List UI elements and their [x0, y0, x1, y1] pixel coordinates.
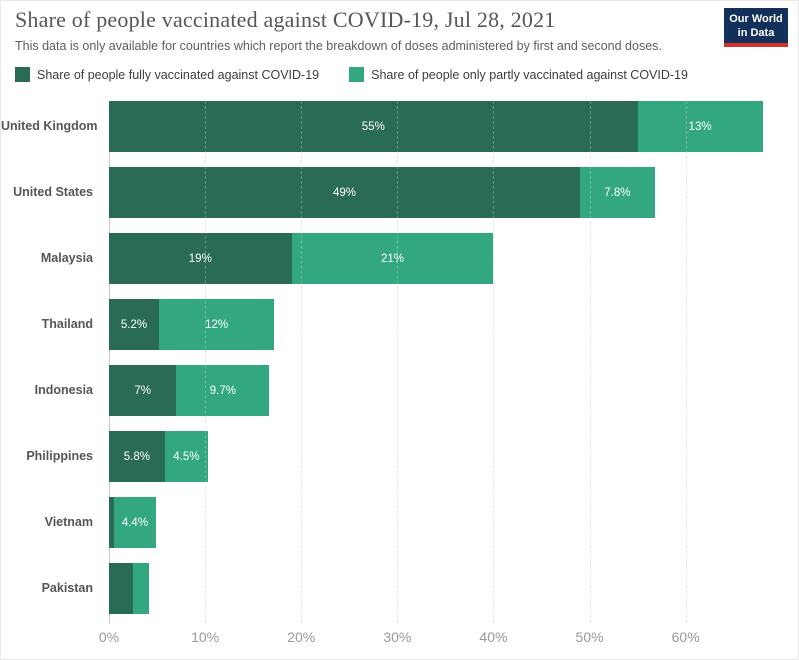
bar-value-label: 4.4% [121, 516, 149, 529]
bar-row-united-states: United States 49% 7.8% [13, 167, 776, 218]
bar-value-label: 19% [188, 252, 212, 265]
legend-label-partly-vaccinated: Share of people only partly vaccinated a… [371, 67, 688, 82]
owid-logo-line1: Our World [729, 13, 783, 25]
gridline-10 [205, 101, 207, 623]
bar-segment-partly-united-kingdom[interactable]: 13% [637, 101, 763, 152]
owid-logo[interactable]: Our World in Data [724, 8, 788, 47]
gridline-50 [589, 101, 591, 623]
country-label-united-kingdom: United Kingdom [1, 119, 98, 133]
owid-logo-line2: in Data [737, 27, 775, 39]
bar-value-label: 12% [205, 318, 229, 331]
bar-track: 7% 9.7% [109, 365, 270, 416]
country-label-philippines: Philippines [26, 449, 93, 463]
bar-value-label: 7.8% [604, 186, 631, 199]
bar-segment-fully-malaysia[interactable]: 19% [109, 233, 292, 284]
plot-area: 0% 10% 20% 30% 40% 50% 60% United Kingdom 55% 13%… [1, 101, 776, 645]
bar-row-pakistan: Pakistan [42, 563, 776, 614]
bar-segment-fully-united-kingdom[interactable]: 55% [109, 101, 638, 152]
bar-segment-partly-malaysia[interactable]: 21% [291, 233, 494, 284]
legend-swatch-fully-vaccinated-icon [15, 67, 30, 82]
legend-item-fully-vaccinated: Share of people fully vaccinated against… [15, 67, 319, 82]
bar-track [109, 563, 150, 614]
bar-segment-fully-pakistan[interactable] [109, 563, 134, 614]
bar-segment-partly-thailand[interactable]: 12% [158, 299, 275, 350]
x-tick-label-40: 40% [479, 629, 508, 645]
bar-value-label: 4.5% [173, 450, 200, 463]
bar-segment-partly-pakistan[interactable] [133, 563, 150, 614]
bar-track: 55% 13% [109, 101, 763, 152]
x-tick-label-10: 10% [191, 629, 220, 645]
bar-track: 49% 7.8% [109, 167, 655, 218]
bar-row-indonesia: Indonesia 7% 9.7% [35, 365, 776, 416]
chart-subtitle: This data is only available for countrie… [15, 39, 662, 53]
bar-segment-partly-vietnam[interactable]: 4.4% [113, 497, 157, 548]
y-axis-line [109, 101, 110, 623]
bar-value-label: 5.2% [120, 318, 148, 331]
gridline-30 [397, 101, 399, 623]
bar-row-malaysia: Malaysia 19% 21% [41, 233, 776, 284]
country-label-thailand: Thailand [41, 317, 93, 331]
bar-segment-fully-philippines[interactable]: 5.8% [109, 431, 165, 482]
x-tick-label-60: 60% [671, 629, 700, 645]
gridline-60 [685, 101, 687, 623]
country-label-united-states: United States [13, 185, 93, 199]
bar-row-thailand: Thailand 5.2% 12% [42, 299, 776, 350]
bar-segment-fully-thailand[interactable]: 5.2% [109, 299, 159, 350]
bar-value-label: 5.8% [123, 450, 150, 463]
gridline-20 [301, 101, 303, 623]
x-tick-label-20: 20% [287, 629, 316, 645]
chart-title: Share of people vaccinated against COVID… [15, 7, 556, 32]
bar-segment-partly-philippines[interactable]: 4.5% [164, 431, 208, 482]
bar-segment-fully-vietnam[interactable] [109, 497, 114, 548]
bar-row-philippines: Philippines 5.8% 4.5% [26, 431, 776, 482]
bar-value-label: 9.7% [209, 384, 236, 397]
bar-segment-fully-united-states[interactable]: 49% [109, 167, 580, 218]
legend-swatch-partly-vaccinated-icon [349, 67, 365, 82]
bar-track: 5.2% 12% [109, 299, 275, 350]
bar-segment-fully-indonesia[interactable]: 7% [109, 365, 177, 416]
owid-logo-accent-strip [724, 43, 788, 47]
bar-segment-partly-united-states[interactable]: 7.8% [579, 167, 655, 218]
bar-track: 5.8% 4.5% [109, 431, 208, 482]
bar-value-label: 7% [134, 384, 151, 397]
country-label-vietnam: Vietnam [44, 515, 93, 529]
chart-legend: Share of people fully vaccinated against… [15, 67, 718, 82]
bar-track: 4.4% [109, 497, 157, 548]
bar-segment-partly-indonesia[interactable]: 9.7% [176, 365, 270, 416]
legend-label-fully-vaccinated: Share of people fully vaccinated against… [37, 67, 320, 82]
x-tick-label-50: 50% [575, 629, 604, 645]
x-tick-label-30: 30% [383, 629, 412, 645]
gridline-40 [493, 101, 495, 623]
bar-value-label: 55% [361, 120, 385, 133]
country-label-indonesia: Indonesia [34, 383, 93, 397]
bar-track: 19% 21% [109, 233, 494, 284]
country-label-malaysia: Malaysia [40, 251, 93, 265]
bar-value-label: 13% [688, 120, 712, 133]
owid-logo-box: Our World in Data [724, 8, 788, 43]
legend-item-partly-vaccinated: Share of people only partly vaccinated a… [349, 67, 688, 82]
bar-row-vietnam: Vietnam 4.4% [45, 497, 776, 548]
x-tick-label-0: 0% [98, 629, 120, 645]
bar-row-united-kingdom: United Kingdom 55% 13% [1, 101, 776, 152]
bar-value-label: 21% [380, 252, 405, 265]
bar-value-label: 49% [332, 186, 356, 199]
country-label-pakistan: Pakistan [41, 581, 93, 595]
